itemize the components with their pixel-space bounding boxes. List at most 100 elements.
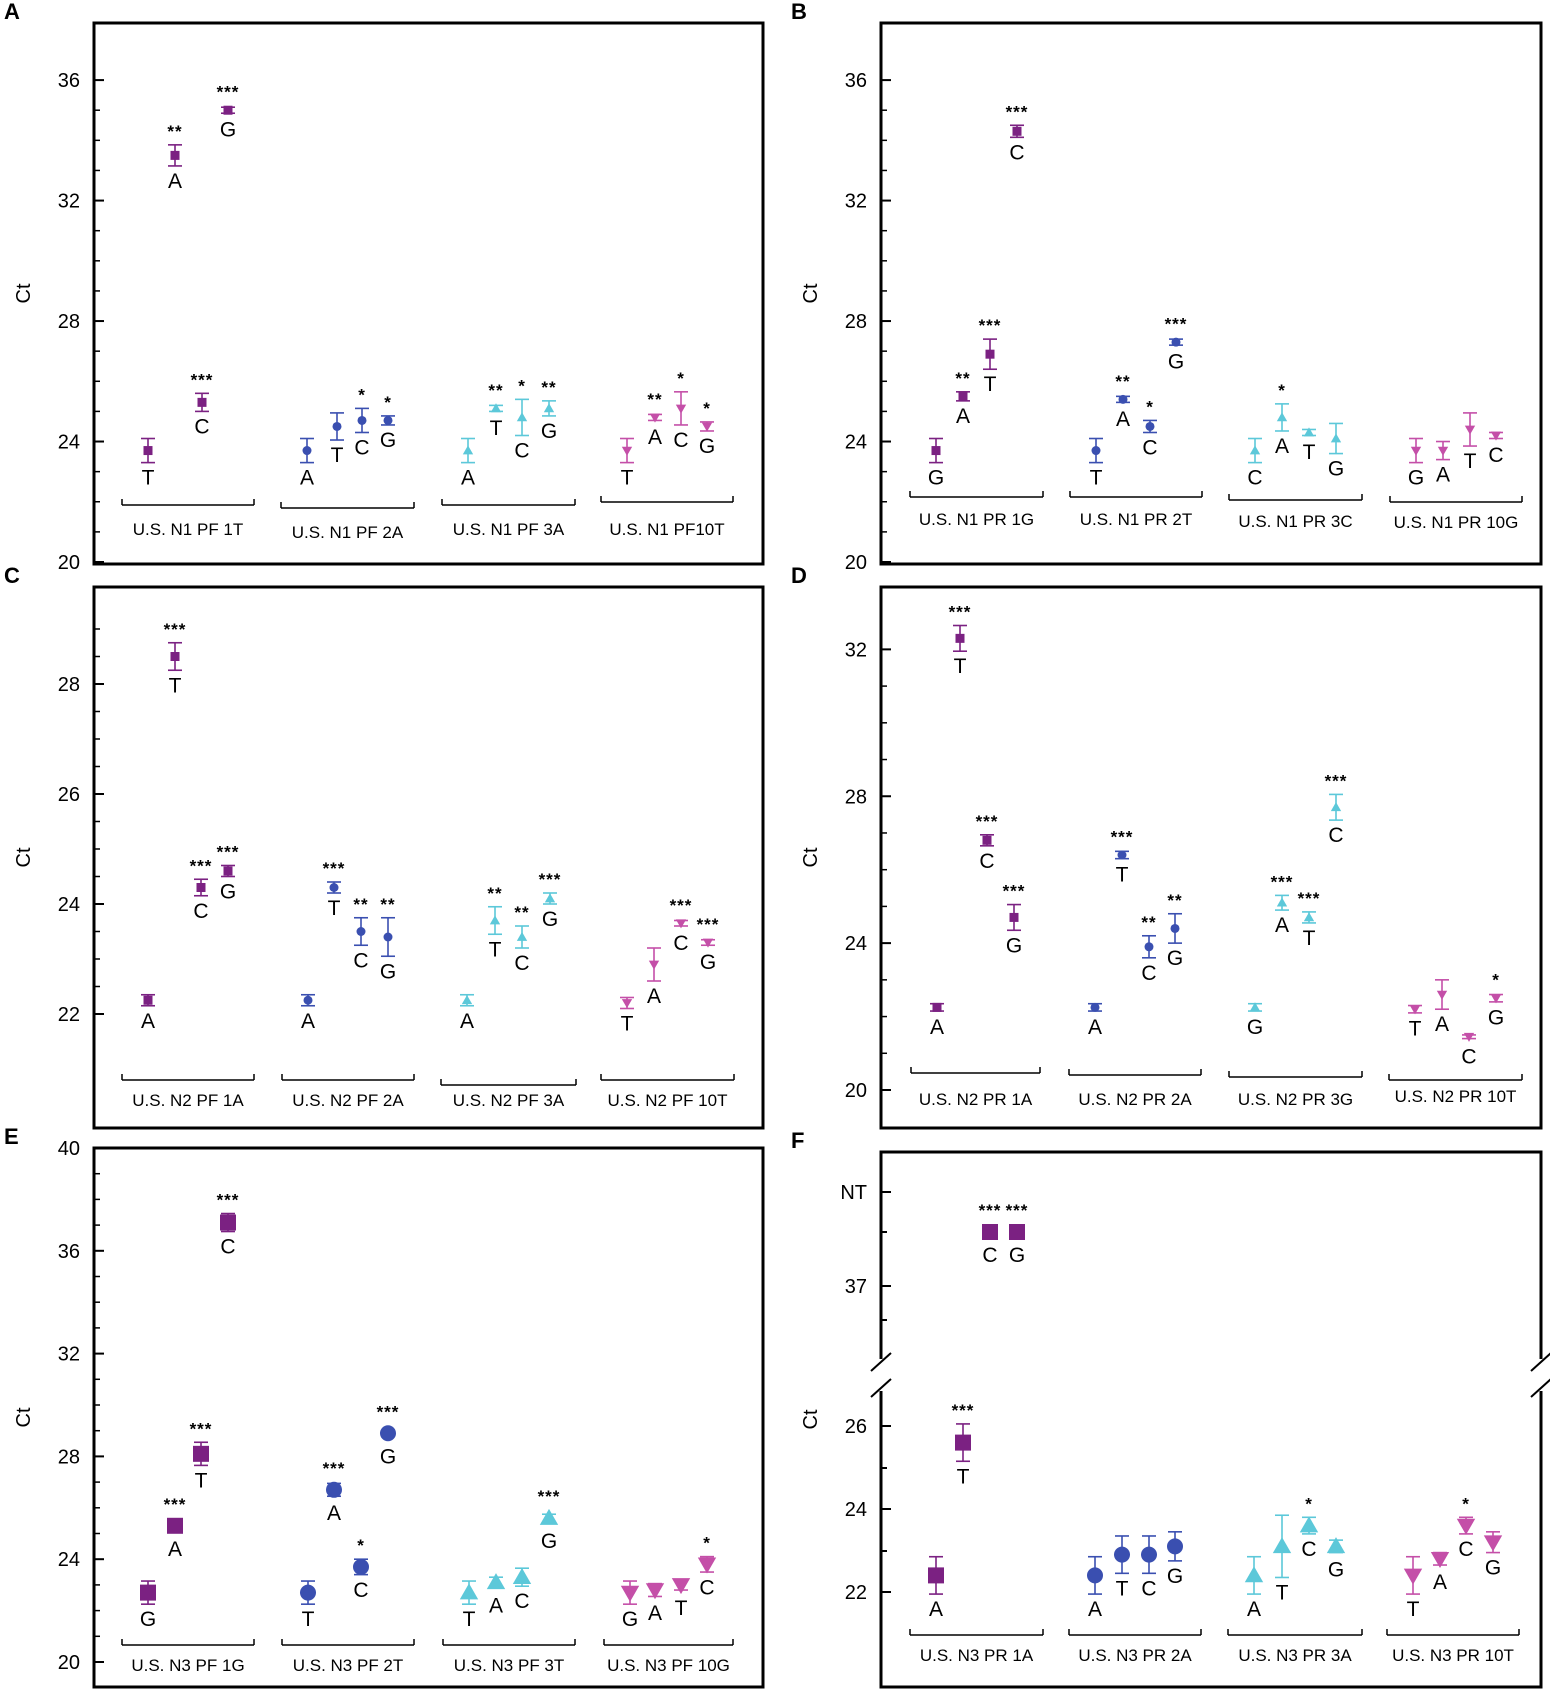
point-letter: A <box>647 985 661 1008</box>
y-tick-label: 36 <box>58 70 80 92</box>
point-letter: C <box>1142 436 1157 459</box>
point-letter: T <box>621 467 634 490</box>
data-point <box>1170 923 1180 933</box>
data-point <box>1430 1552 1450 1568</box>
data-point <box>1087 1567 1103 1584</box>
significance-stars: *** <box>979 316 1002 335</box>
data-point <box>671 1578 691 1595</box>
point-letter: A <box>648 1602 662 1625</box>
group-label: U.S. N2 PF 3A <box>453 1091 565 1110</box>
axis-break-mark <box>870 1352 892 1372</box>
significance-stars: *** <box>538 1487 561 1506</box>
group: U.S. N3 PF 3T TA C G *** <box>442 1487 576 1675</box>
data-point <box>303 995 313 1005</box>
group-label: U.S. N3 PF 1G <box>131 1656 244 1675</box>
significance-stars: *** <box>1006 1201 1029 1220</box>
group-label: U.S. N2 PF 10T <box>608 1091 728 1110</box>
data-point <box>928 1567 944 1584</box>
data-point <box>170 652 180 661</box>
significance-stars: *** <box>976 812 999 831</box>
point-letter: T <box>1276 1581 1289 1604</box>
data-point <box>1410 446 1422 456</box>
point-letter: G <box>700 951 716 974</box>
panel-label: D <box>791 563 807 588</box>
group: U.S. N2 PR 2A A T *** C ** G ** <box>1068 828 1202 1109</box>
data-point <box>459 1583 479 1600</box>
data-point <box>621 446 633 456</box>
data-point <box>932 1002 942 1012</box>
group-label: U.S. N3 PR 10T <box>1392 1646 1514 1665</box>
y-tick-label: 26 <box>845 1416 867 1438</box>
significance-stars: ** <box>1167 891 1182 910</box>
point-letter: T <box>984 373 997 396</box>
data-point <box>675 404 687 414</box>
data-point <box>1330 802 1342 812</box>
group: U.S. N3 PF 2T T A *** C * G *** <box>281 1402 415 1675</box>
data-point <box>516 931 528 941</box>
significance-stars: * <box>358 385 366 404</box>
data-point <box>143 446 153 456</box>
data-point <box>1436 990 1448 1000</box>
point-letter: C <box>1009 141 1024 164</box>
point-letter: G <box>380 1445 396 1468</box>
point-letter: G <box>1485 1557 1501 1580</box>
data-point <box>197 397 207 407</box>
data-point <box>512 1567 532 1584</box>
data-point <box>196 883 206 892</box>
data-point <box>223 866 233 876</box>
point-letter: T <box>331 444 344 467</box>
data-point <box>539 1508 559 1525</box>
point-letter: C <box>1461 1045 1476 1068</box>
significance-stars: ** <box>488 381 503 400</box>
group: U.S. N2 PR 3G G A *** T *** C *** <box>1228 771 1363 1109</box>
panel-label: C <box>4 563 20 588</box>
point-letter: T <box>195 1469 208 1492</box>
data-point <box>697 1557 717 1574</box>
point-letter: T <box>142 467 155 490</box>
point-letter: A <box>956 405 970 428</box>
group: U.S. N2 PF 1A A T *** C *** G *** <box>121 620 255 1110</box>
point-letter: G <box>699 435 715 458</box>
point-letter: G <box>220 119 236 142</box>
point-letter: T <box>957 1465 970 1488</box>
data-point <box>170 150 180 160</box>
significance-stars: * <box>1278 381 1286 400</box>
data-point <box>1303 427 1315 437</box>
y-tick-label: 24 <box>58 1549 80 1571</box>
significance-stars: *** <box>323 1459 346 1478</box>
data-point <box>223 105 233 115</box>
y-tick-label: 20 <box>58 552 80 574</box>
data-point <box>220 1214 236 1231</box>
significance-stars: ** <box>1115 372 1130 391</box>
panel-label: B <box>791 0 807 24</box>
data-point <box>645 1583 665 1600</box>
y-tick-label: 32 <box>58 191 80 213</box>
y-axis-title: Ct <box>800 1409 822 1429</box>
significance-stars: ** <box>353 895 368 914</box>
data-point <box>1171 337 1181 347</box>
group: U.S. N1 PF 3A A T ** C * G ** <box>441 376 576 539</box>
significance-stars: * <box>703 399 711 418</box>
axis-break-mark <box>870 1378 892 1398</box>
point-letter: T <box>1407 1598 1420 1621</box>
panel-frame <box>92 1146 765 1689</box>
point-letter: T <box>1116 1577 1129 1600</box>
point-letter: C <box>673 429 688 452</box>
point-letter: G <box>140 1608 156 1631</box>
point-letter: C <box>353 949 368 972</box>
data-point <box>302 446 312 456</box>
group-label: U.S. N3 PF 2T <box>293 1656 404 1675</box>
y-tick-label: 24 <box>58 894 80 916</box>
data-point <box>167 1517 183 1534</box>
group-label: U.S. N1 PR 10G <box>1394 513 1519 532</box>
panel-label: A <box>4 0 20 24</box>
data-point <box>143 995 153 1005</box>
point-letter: A <box>141 1010 155 1033</box>
significance-stars: ** <box>514 903 529 922</box>
data-point <box>486 1573 506 1590</box>
group-label: U.S. N2 PR 2A <box>1078 1090 1192 1109</box>
